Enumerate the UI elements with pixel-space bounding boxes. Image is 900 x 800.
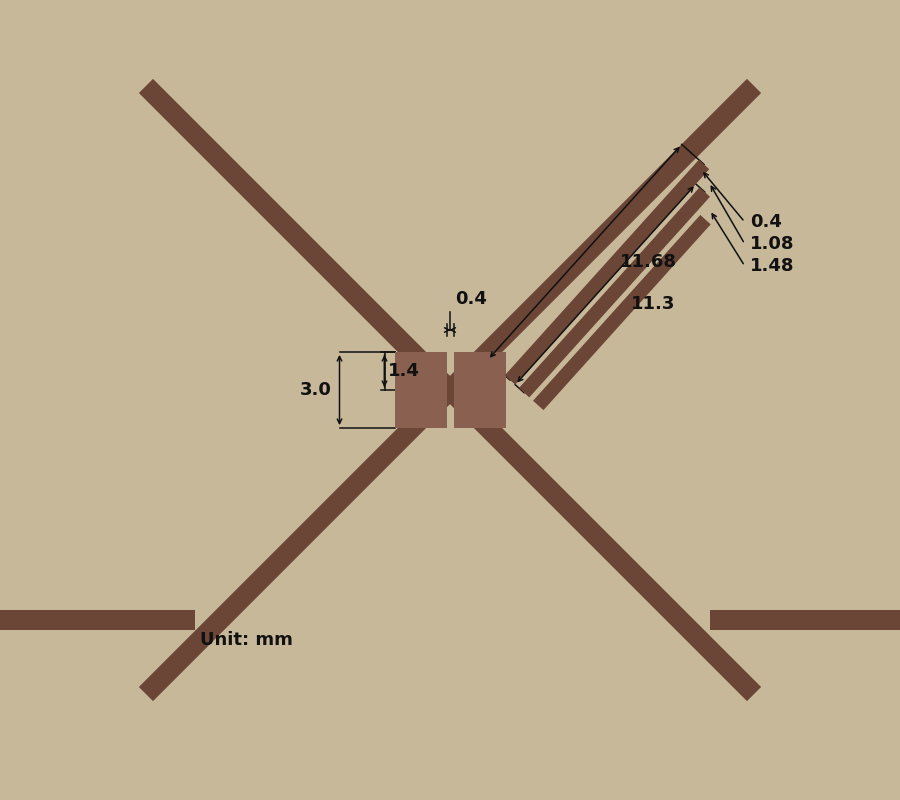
Polygon shape <box>443 383 761 701</box>
Text: 0.4: 0.4 <box>750 213 782 231</box>
Text: 11.3: 11.3 <box>631 295 675 314</box>
Bar <box>454 352 506 428</box>
Text: Unit: mm: Unit: mm <box>200 631 292 649</box>
Polygon shape <box>139 79 457 397</box>
Text: 11.68: 11.68 <box>620 253 677 271</box>
Text: 1.48: 1.48 <box>750 257 795 275</box>
Text: 3.0: 3.0 <box>300 381 331 399</box>
Polygon shape <box>710 610 900 630</box>
Bar <box>394 352 446 428</box>
Text: 0.4: 0.4 <box>455 290 487 308</box>
Polygon shape <box>519 187 710 398</box>
Polygon shape <box>533 215 711 410</box>
Text: 1.4: 1.4 <box>388 362 419 380</box>
Polygon shape <box>0 610 195 630</box>
Polygon shape <box>139 383 457 701</box>
Polygon shape <box>505 160 709 385</box>
Polygon shape <box>443 79 761 397</box>
Text: 1.08: 1.08 <box>750 235 795 253</box>
